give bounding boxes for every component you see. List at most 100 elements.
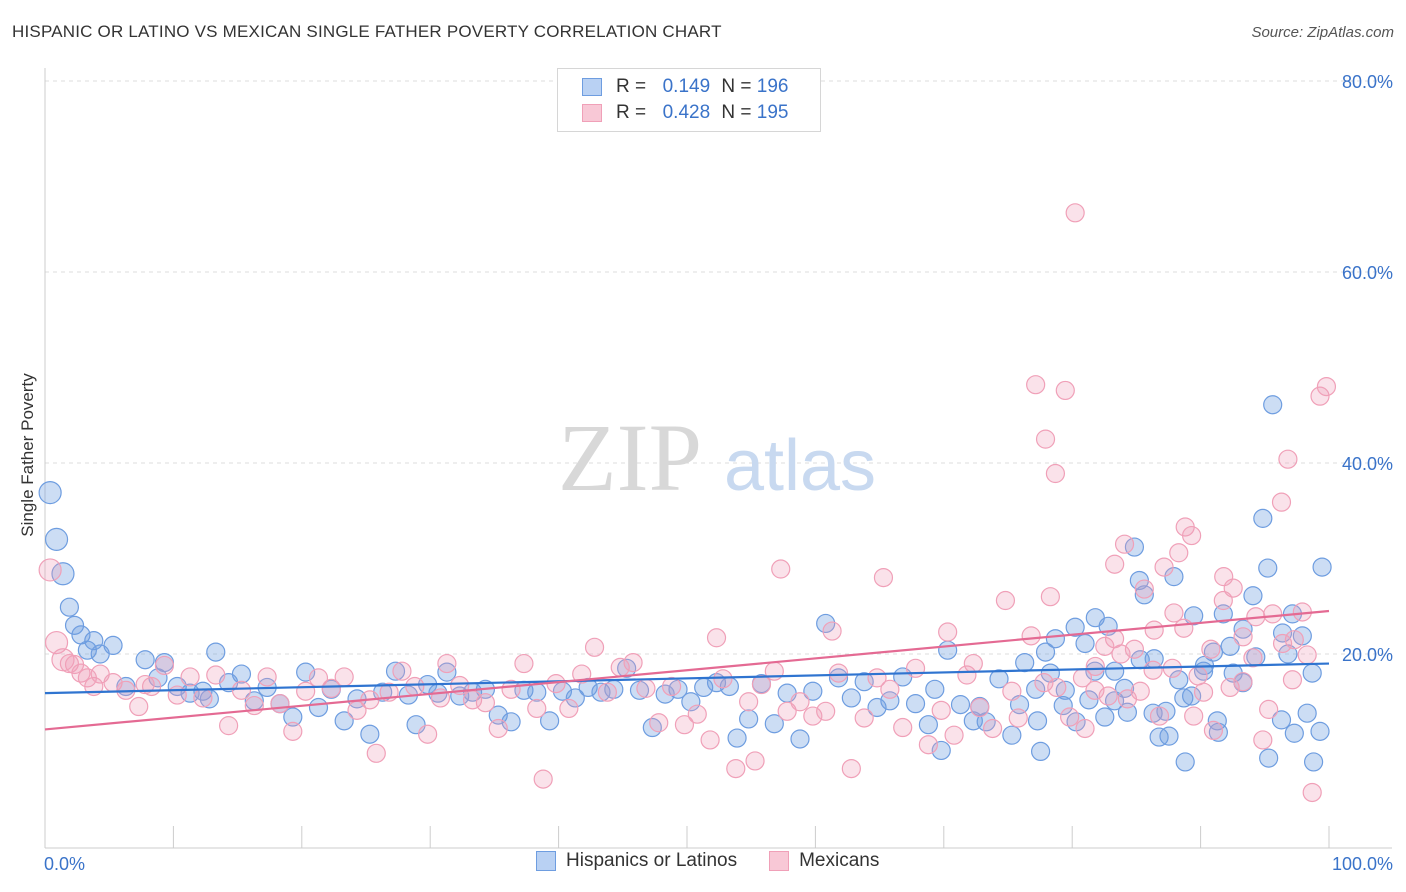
data-point — [1297, 703, 1317, 723]
data-point — [816, 701, 836, 721]
data-point — [687, 704, 707, 724]
data-point — [1316, 377, 1337, 397]
data-point — [1075, 718, 1095, 739]
data-point — [154, 655, 175, 676]
data-point — [64, 615, 85, 635]
data-point — [1263, 395, 1283, 415]
data-point — [437, 653, 457, 674]
data-point — [726, 758, 746, 779]
data-point — [392, 661, 412, 681]
y-tick-label: 80.0% — [1342, 72, 1393, 92]
data-point — [1149, 706, 1170, 726]
data-point — [527, 682, 547, 702]
data-point — [1169, 670, 1189, 690]
data-point — [764, 714, 784, 734]
legend-r-value: 0.428 — [662, 102, 711, 123]
data-point — [1065, 617, 1085, 637]
data-point — [1203, 720, 1224, 741]
data-point — [982, 718, 1003, 739]
data-point — [1169, 543, 1189, 563]
data-point — [1263, 604, 1283, 624]
legend-n-value: 195 — [756, 102, 789, 123]
data-point — [1085, 680, 1105, 700]
data-point — [739, 709, 759, 729]
data-point — [385, 661, 406, 681]
data-point — [1312, 557, 1332, 577]
data-point — [1233, 619, 1253, 639]
data-point — [1182, 525, 1202, 546]
legend-swatch-blue — [536, 851, 556, 871]
data-point — [103, 635, 123, 656]
data-point — [1117, 702, 1138, 722]
data-point — [1271, 492, 1292, 512]
data-point — [1008, 708, 1028, 728]
y-tick-label: 40.0% — [1342, 454, 1393, 474]
data-point — [1026, 375, 1046, 395]
x-tick-label-min: 0.0% — [44, 854, 85, 874]
data-point — [135, 650, 155, 670]
data-point — [51, 562, 75, 586]
data-point — [1243, 586, 1263, 606]
data-point — [321, 678, 341, 698]
data-point — [790, 729, 810, 749]
data-point — [1149, 727, 1169, 747]
data-point — [418, 724, 438, 744]
data-point — [1303, 752, 1324, 772]
trend-lines — [44, 609, 1330, 731]
data-point — [1035, 429, 1056, 449]
x-tick-labels: 0.0% 100.0% — [44, 854, 1393, 874]
data-point — [360, 724, 380, 744]
data-point — [751, 674, 772, 695]
data-point — [597, 682, 617, 702]
data-point — [1030, 741, 1051, 762]
data-point — [1297, 645, 1317, 665]
data-point — [1105, 554, 1125, 574]
data-point — [706, 628, 727, 648]
gridlines — [45, 80, 1392, 655]
data-point — [944, 725, 964, 745]
legend-swatch-blue — [582, 78, 602, 96]
legend-swatch-pink — [582, 104, 602, 122]
watermark-zip: ZIP — [558, 404, 702, 511]
axes — [44, 68, 1392, 849]
y-tick-label: 60.0% — [1342, 263, 1393, 283]
data-point — [180, 667, 200, 687]
data-point — [565, 688, 585, 708]
x-tick-label-max: 100.0% — [1332, 854, 1393, 874]
data-point — [1182, 686, 1202, 706]
data-point — [1027, 711, 1048, 731]
data-point — [649, 713, 669, 733]
data-point — [231, 664, 252, 684]
data-point — [38, 558, 62, 582]
data-point — [308, 697, 329, 718]
data-point — [44, 527, 69, 552]
data-point — [841, 758, 861, 779]
bottom-legend-mexicans[interactable]: Mexicans — [769, 850, 879, 872]
data-point — [1040, 663, 1060, 683]
data-point — [1284, 630, 1304, 650]
data-point — [1045, 629, 1066, 649]
data-point — [905, 658, 926, 678]
data-point — [1259, 748, 1279, 768]
bottom-legend-hispanics[interactable]: Hispanics or Latinos — [536, 850, 737, 872]
data-point — [925, 679, 945, 699]
data-point — [1164, 603, 1184, 623]
legend-label-hispanics: Hispanics or Latinos — [566, 850, 738, 871]
legend-n-label: N = — [721, 102, 752, 123]
data-point — [950, 695, 971, 715]
data-point — [231, 680, 252, 700]
data-point — [1258, 558, 1278, 578]
data-point — [745, 751, 765, 771]
data-point — [727, 728, 747, 748]
watermark-atlas: atlas — [724, 426, 876, 506]
data-point — [918, 715, 938, 735]
data-point — [1034, 673, 1054, 693]
data-point — [873, 567, 894, 588]
y-axis-label: Single Father Poverty — [18, 373, 37, 537]
data-point — [1035, 642, 1056, 662]
source-label: Source: ZipAtlas.com — [1251, 24, 1394, 41]
data-point — [1159, 726, 1179, 746]
y-tick-labels: 20.0% 40.0% 60.0% 80.0% — [1342, 72, 1393, 665]
data-point — [661, 676, 682, 697]
